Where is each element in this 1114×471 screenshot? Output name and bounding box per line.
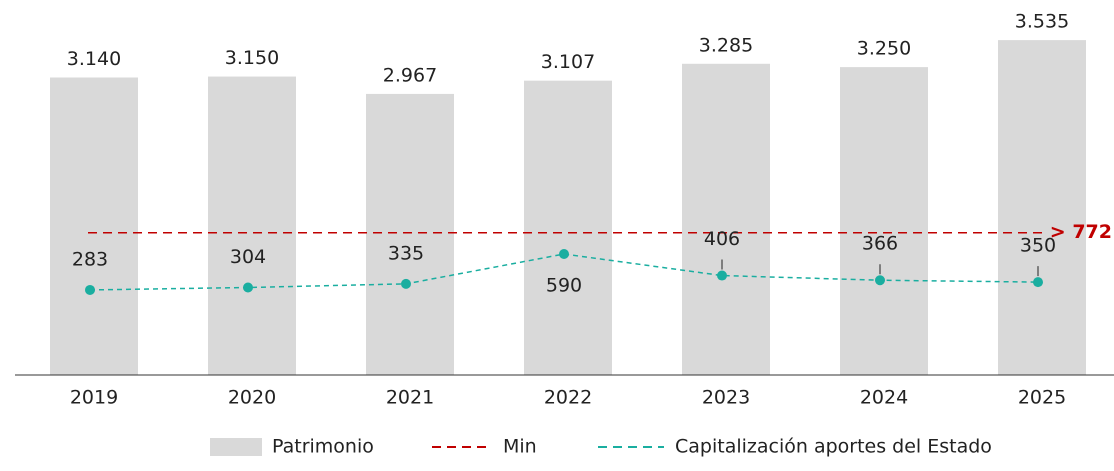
bar [208, 76, 296, 375]
legend-label: Min [503, 436, 537, 458]
x-tick-label: 2025 [1018, 387, 1066, 409]
line-point [85, 284, 95, 295]
x-tick-label: 2020 [228, 387, 276, 409]
line-point [559, 249, 569, 260]
bar-label: 3.250 [857, 38, 911, 60]
line-label: 350 [1020, 235, 1056, 257]
bar [682, 63, 770, 375]
min-label: > 772 [1050, 221, 1112, 243]
line-point [1033, 277, 1043, 288]
x-tick-label: 2021 [386, 387, 434, 409]
bar-label: 3.107 [541, 51, 595, 73]
bar-label: 3.150 [225, 47, 279, 69]
bar-label: 2.967 [383, 64, 437, 86]
bar-label: 3.535 [1015, 11, 1069, 33]
bar-label: 3.285 [699, 34, 753, 56]
bar [840, 67, 928, 376]
legend-swatch [210, 438, 262, 456]
bar-label: 3.140 [67, 48, 121, 70]
line-label: 366 [862, 233, 898, 255]
line-point [401, 278, 411, 289]
line-label: 406 [704, 228, 740, 250]
line-point [875, 275, 885, 286]
line-point [717, 270, 727, 281]
line-label: 590 [546, 275, 582, 297]
bar [524, 80, 612, 375]
x-tick-label: 2019 [70, 387, 118, 409]
bar [366, 93, 454, 376]
line-point [243, 282, 253, 293]
bar [50, 77, 138, 376]
x-tick-label: 2023 [702, 387, 750, 409]
line-label: 304 [230, 246, 266, 268]
x-tick-label: 2024 [860, 387, 908, 409]
x-tick-label: 2022 [544, 387, 592, 409]
legend-label: Patrimonio [272, 436, 374, 458]
line-label: 335 [388, 242, 424, 264]
legend-label: Capitalización aportes del Estado [675, 436, 992, 458]
line-label: 283 [72, 248, 108, 270]
bar [998, 40, 1086, 376]
